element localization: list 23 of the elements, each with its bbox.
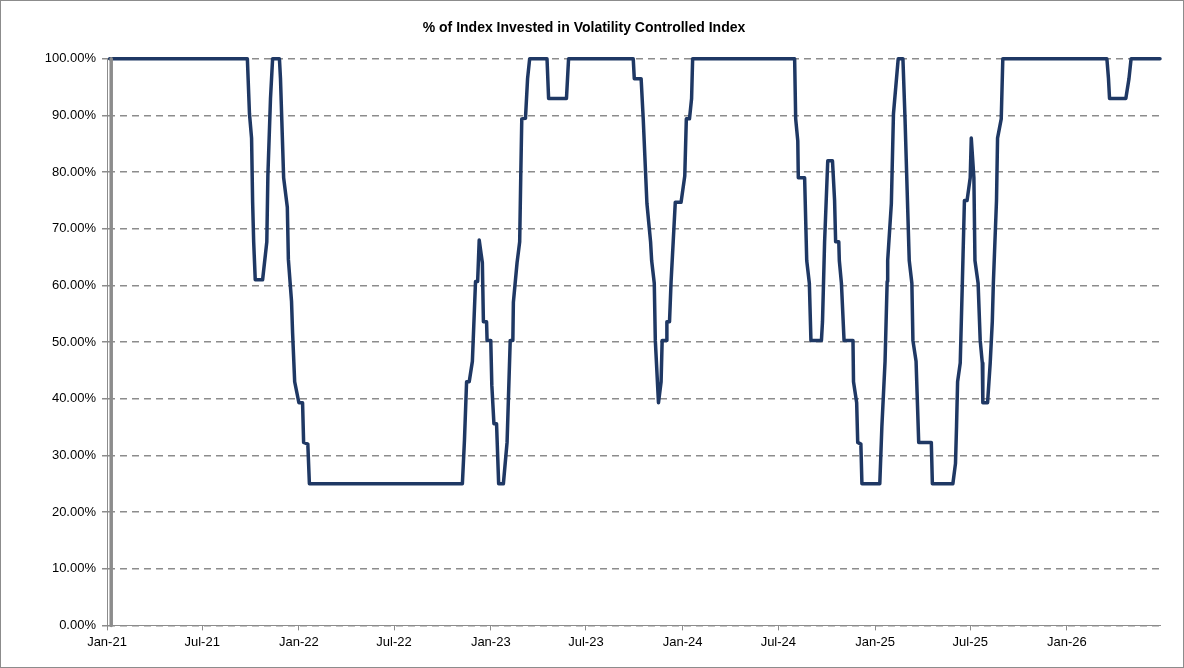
y-tick-label: 60.00% [51,277,97,293]
x-tick-label: Jul-21 [184,633,220,649]
y-tick-label: 40.00% [51,390,97,406]
x-tick-label: Jul-24 [760,633,797,649]
x-tick-label: Jan-24 [662,633,703,649]
y-tick-label: 70.00% [51,220,97,236]
chart-title: % of Index Invested in Volatility Controlled Index [422,19,746,36]
y-tick-label: 30.00% [51,447,97,462]
x-tick-label: Jul-23 [568,633,604,649]
y-tick-label: 100.00% [44,50,97,66]
x-tick-label: Jan-21 [87,633,127,649]
x-tick-label: Jul-25 [952,633,988,649]
y-tick-label: 90.00% [51,107,97,123]
x-tick-label: Jan-23 [470,633,511,649]
y-tick-label: 0.00% [59,616,97,632]
x-tick-label: Jan-26 [1047,633,1087,649]
x-tick-label: Jan-22 [279,633,319,649]
y-tick-label: 20.00% [51,503,97,519]
y-tick-label: 80.00% [51,163,97,179]
x-tick-label: Jan-25 [855,633,895,649]
y-tick-label: 50.00% [51,333,97,349]
x-tick-label: Jul-22 [376,633,412,649]
y-tick-label: 10.00% [51,560,97,576]
